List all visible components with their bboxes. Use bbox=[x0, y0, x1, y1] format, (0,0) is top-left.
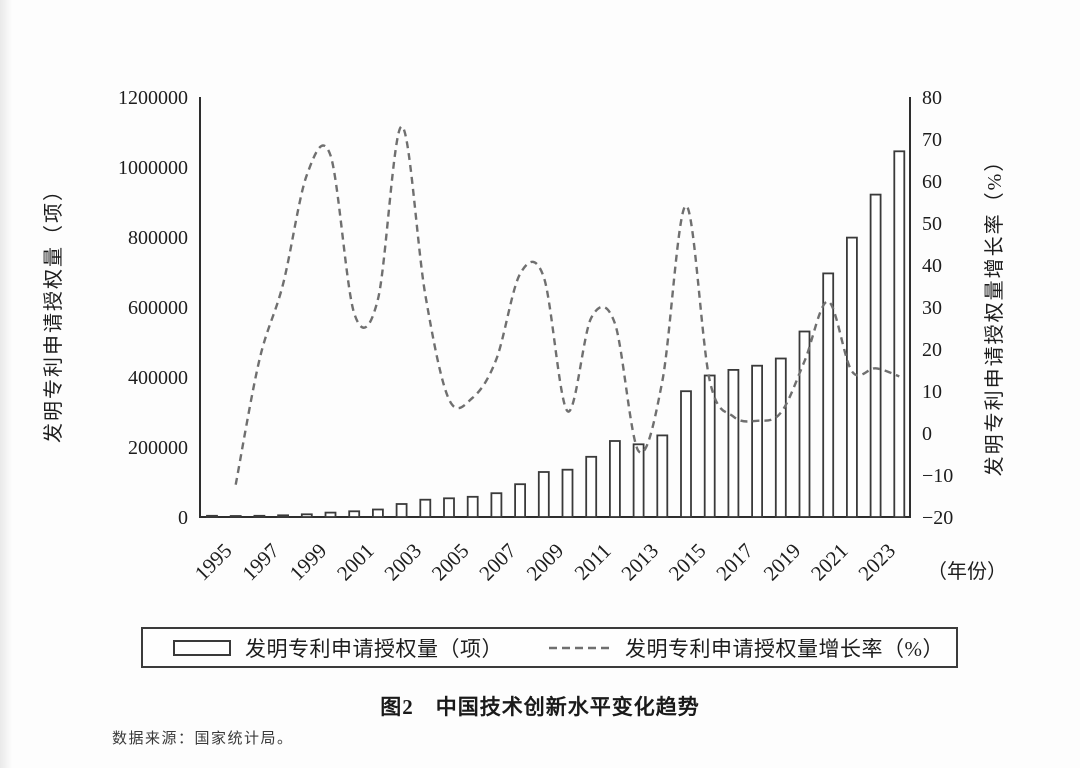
left-axis-tick-label: 400000 bbox=[128, 367, 188, 389]
right-axis-tick-label: −10 bbox=[922, 465, 953, 487]
right-axis-tick-label: −20 bbox=[922, 507, 953, 529]
x-axis-unit-label: （年份） bbox=[927, 560, 1007, 583]
left-axis-tick-label: 600000 bbox=[128, 297, 188, 319]
right-axis-tick-label: 50 bbox=[922, 213, 942, 235]
bar-2014 bbox=[656, 434, 669, 518]
left-axis-title: 发明专利申请授权量（项） bbox=[42, 179, 65, 443]
left-axis-tick-label: 1200000 bbox=[118, 87, 188, 109]
bar-2016 bbox=[703, 374, 716, 518]
growth-rate-line bbox=[234, 125, 900, 485]
x-axis-tick-label: 2007 bbox=[474, 539, 521, 586]
bar-2015 bbox=[680, 390, 692, 518]
bar-1997 bbox=[253, 514, 266, 518]
left-axis-tick-label: 800000 bbox=[128, 227, 188, 249]
legend-item-growth-rate: 发明专利申请授权量增长率（%） bbox=[549, 633, 944, 663]
x-axis-tick-label: 1999 bbox=[285, 539, 332, 586]
x-axis-tick-label: 2021 bbox=[806, 539, 853, 586]
x-axis-tick-label: 2003 bbox=[379, 539, 426, 586]
bar-2006 bbox=[466, 495, 479, 518]
bar-2010 bbox=[561, 468, 574, 518]
patent-trend-chart: 0 200000 400000 600000 800000 1000000 1200000 −… bbox=[42, 87, 1007, 586]
bar-2023 bbox=[869, 193, 882, 518]
x-axis-tick-label: 2015 bbox=[664, 539, 711, 586]
right-axis-tick-label: 80 bbox=[922, 87, 942, 109]
left-axis-tick-label: 200000 bbox=[128, 437, 188, 459]
bar-2021 bbox=[822, 272, 835, 518]
bar-2003 bbox=[395, 503, 408, 518]
bar-2024 bbox=[893, 150, 906, 518]
data-source-note: 数据来源：国家统计局。 bbox=[112, 731, 294, 747]
right-axis-tick-label: 30 bbox=[922, 297, 942, 319]
bar-1999 bbox=[300, 513, 313, 518]
bar-2005 bbox=[443, 497, 455, 518]
chart-legend: 发明专利申请授权量（项） 发明专利申请授权量增长率（%） bbox=[141, 627, 958, 668]
legend-label-grant-count: 发明专利申请授权量（项） bbox=[245, 636, 503, 661]
bar-series-swatch-icon bbox=[173, 639, 231, 656]
bar-2019 bbox=[774, 357, 787, 518]
dashed-line-swatch-icon bbox=[549, 646, 611, 649]
right-axis-tick-label: 70 bbox=[922, 129, 942, 151]
right-axis-tick-label: 0 bbox=[922, 423, 932, 445]
right-axis-title: 发明专利申请授权量增长率（%） bbox=[983, 150, 1006, 477]
bar-2022 bbox=[846, 236, 858, 518]
right-axis-tick-label: 20 bbox=[922, 339, 942, 361]
bar-1995 bbox=[206, 514, 218, 518]
x-axis-tick-label: 2023 bbox=[853, 539, 900, 586]
bar-2002 bbox=[371, 508, 384, 518]
left-axis-tick-label: 0 bbox=[178, 507, 188, 529]
bar-2001 bbox=[348, 510, 361, 518]
bar-2020 bbox=[798, 330, 811, 518]
x-axis-tick-label: 1997 bbox=[237, 539, 284, 586]
x-axis-tick-label: 2017 bbox=[711, 539, 758, 586]
legend-label-growth-rate: 发明专利申请授权量增长率（%） bbox=[625, 636, 944, 661]
x-axis-tick-label: 2011 bbox=[570, 539, 616, 585]
bar-1996 bbox=[229, 515, 242, 518]
x-axis-tick-label: 2001 bbox=[332, 539, 379, 586]
right-axis-tick-label: 40 bbox=[922, 255, 942, 277]
bar-1998 bbox=[277, 514, 290, 518]
x-axis-tick-label: 1995 bbox=[190, 539, 237, 586]
bar-2007 bbox=[490, 492, 503, 518]
right-axis-tick-label: 10 bbox=[922, 381, 942, 403]
bar-2009 bbox=[537, 471, 550, 518]
bar-2000 bbox=[324, 511, 337, 518]
left-axis-tick-label: 1000000 bbox=[118, 157, 188, 179]
figure-caption: 图2 中国技术创新水平变化趋势 bbox=[380, 695, 700, 719]
bar-2011 bbox=[585, 455, 598, 518]
bar-2017 bbox=[727, 368, 740, 518]
bar-2018 bbox=[751, 364, 763, 518]
bar-2004 bbox=[419, 498, 432, 518]
bar-2013 bbox=[632, 443, 645, 518]
bar-2012 bbox=[609, 440, 621, 518]
x-axis-tick-label: 2009 bbox=[522, 539, 569, 586]
right-axis-tick-label: 60 bbox=[922, 171, 942, 193]
x-axis-tick-label: 2005 bbox=[427, 539, 474, 586]
x-axis-tick-label: 2013 bbox=[616, 539, 663, 586]
legend-item-grant-count: 发明专利申请授权量（项） bbox=[173, 633, 503, 663]
bar-2008 bbox=[514, 483, 526, 518]
x-axis-tick-label: 2019 bbox=[759, 539, 806, 586]
